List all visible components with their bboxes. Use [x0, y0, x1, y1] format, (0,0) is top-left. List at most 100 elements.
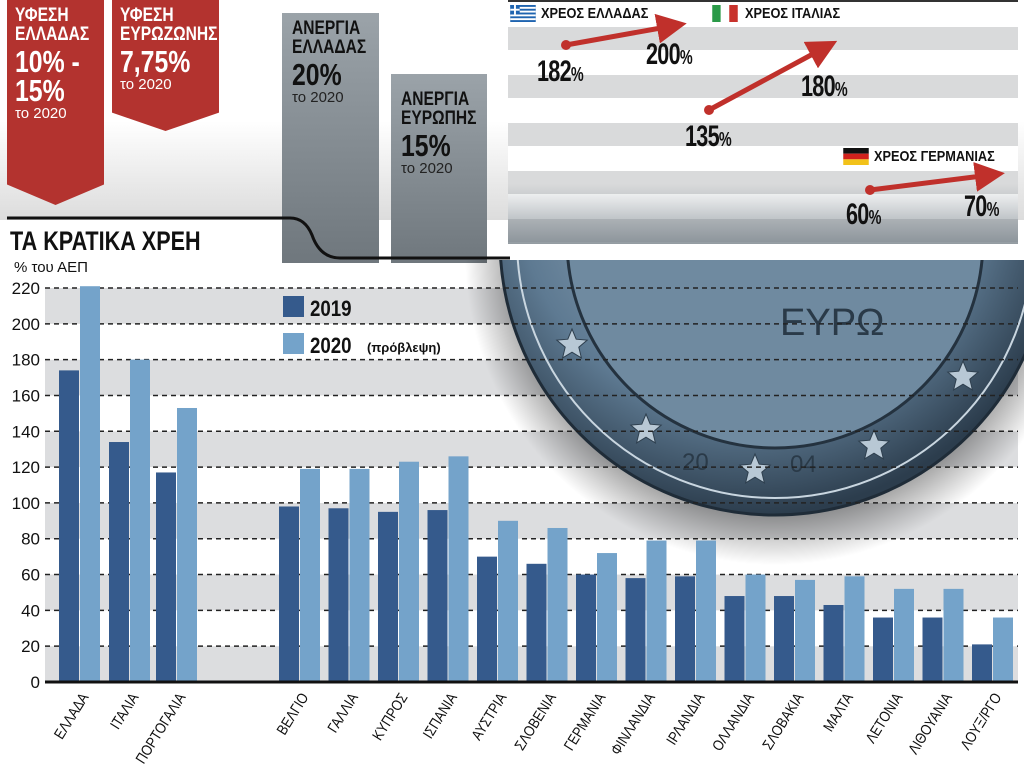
y-tick-labels: 0 20 40 60 80 100 120 140 160 180 200 220 [12, 279, 40, 692]
percent: % [718, 129, 732, 151]
bar-2020 [399, 461, 419, 682]
value: 70 [964, 190, 987, 223]
box-label: ΑΝΕΡΓΙΑ [292, 18, 361, 39]
value: 60 [846, 198, 869, 231]
y-tick-label: 20 [21, 637, 40, 656]
ribbon-label: ΥΦΕΣΗ [120, 5, 174, 26]
chart-title: ΤΑ ΚΡΑΤΙΚΑ ΧΡΕΗ [10, 226, 201, 256]
bar-2019 [279, 506, 299, 682]
bar-2019 [972, 644, 992, 682]
y-tick-label: 120 [12, 458, 40, 477]
italy-flag-icon [712, 5, 738, 22]
box-label: ΕΛΛΑΔΑΣ [292, 37, 367, 58]
bar-2020 [547, 527, 568, 682]
coin-star-icon [738, 452, 772, 484]
coin-inner [566, 260, 984, 450]
debt-label-italy: ΧΡΕΟΣ ΙΤΑΛΙΑΣ [745, 5, 841, 22]
value: 200 [646, 38, 681, 71]
bar-2020 [597, 553, 617, 682]
ribbon-note: το 2020 [15, 105, 67, 122]
x-tick-label: ΑΥΣΤΡΙΑ [467, 689, 510, 743]
value: 182 [537, 55, 572, 88]
svg-text:20: 20 [682, 449, 709, 476]
bars [59, 286, 1013, 682]
percent: % [868, 207, 882, 229]
debt-arrows [561, 13, 1005, 195]
bar-2019 [774, 596, 794, 682]
percent: % [679, 47, 693, 69]
debt-value-italy-2019: 135% [685, 120, 732, 154]
bar-2020 [943, 588, 964, 682]
bar-2020 [300, 468, 320, 682]
ribbon-value: 7,75% [120, 44, 191, 79]
legend-label-2020: 2020 [310, 335, 352, 359]
debt-value-italy-2020: 180% [801, 70, 848, 104]
coin-star-icon [555, 327, 589, 359]
coin-star-icon [857, 428, 891, 460]
legend: 2019 2020 (πρόβλεψη) [283, 296, 441, 358]
coin-star-icon [629, 412, 663, 444]
debt-label-germany: ΧΡΕΟΣ ΓΕΡΜΑΝΙΑΣ [874, 148, 995, 165]
box-note: το 2020 [292, 89, 344, 106]
x-tick-label: ΛΟΥΞ/ΡΓΟ [956, 689, 1004, 752]
legend-swatch-2019 [283, 296, 304, 317]
bar-2020 [448, 456, 469, 682]
debt-panel [508, 0, 1018, 244]
legend-label-2019: 2019 [310, 298, 352, 322]
value: 180 [801, 70, 836, 103]
recession-greece-ribbon: ΥΦΕΣΗ ΕΛΛΑΔΑΣ 10% - 15% το 2020 [7, 0, 104, 205]
bar-2019 [823, 604, 844, 682]
percent: % [834, 79, 848, 101]
bar-2020 [177, 407, 197, 682]
unemployment-greece-box: ΑΝΕΡΓΙΑ ΕΛΛΑΔΑΣ 20% το 2020 [282, 13, 379, 263]
box-label: ΑΝΕΡΓΙΑ [401, 89, 470, 110]
bar-2019 [675, 576, 695, 682]
coin-star-icon [946, 359, 980, 391]
debt-value-greece-2019: 182% [537, 55, 584, 89]
bar-2019 [109, 442, 129, 682]
bar-2020 [349, 468, 370, 682]
percent: % [570, 64, 584, 86]
x-tick-label: ΛΕΤΟΝΙΑ [862, 689, 906, 746]
debt-value-greece-2020: 200% [646, 38, 693, 72]
recession-eurozone-ribbon: ΥΦΕΣΗ ΕΥΡΩΖΩΝΗΣ 7,75% το 2020 [112, 0, 219, 131]
bar-2019 [328, 508, 349, 682]
bar-2020 [745, 574, 766, 682]
debt-value-germany-2019: 60% [846, 198, 881, 232]
y-tick-label: 180 [12, 351, 40, 370]
x-tick-label: ΙΤΑΛΙΑ [106, 689, 142, 732]
bar-2019 [156, 472, 176, 682]
bar-2020 [646, 540, 667, 682]
x-tick-label: ΙΡΛΑΝΔΙΑ [662, 689, 708, 748]
arrow-greece [561, 13, 687, 50]
bar-2020 [696, 540, 716, 682]
x-tick-label: ΒΕΛΓΙΟ [273, 689, 312, 737]
bar-2019 [477, 556, 497, 682]
ribbon-label: ΕΛΛΑΔΑΣ [15, 24, 90, 45]
y-tick-label: 140 [12, 422, 40, 441]
bar-2019 [526, 563, 547, 682]
y-tick-label: 0 [31, 673, 40, 692]
x-tick-label: ΓΕΡΜΑΝΙΑ [560, 689, 609, 753]
y-tick-label: 100 [12, 494, 40, 513]
bar-2019 [59, 370, 79, 682]
ribbon-value: 15% [15, 73, 65, 108]
svg-text:04: 04 [790, 451, 817, 478]
bar-2019 [625, 578, 646, 682]
x-tick-label: ΜΑΛΤΑ [819, 689, 856, 734]
x-tick-label: ΣΛΟΒΑΚΙΑ [758, 689, 807, 753]
arrow-italy [704, 40, 838, 115]
bar-2020 [130, 359, 150, 682]
legend-swatch-2020 [283, 333, 304, 354]
x-tick-label: ΙΣΠΑΝΙΑ [419, 689, 461, 741]
bar-2019 [922, 617, 943, 682]
y-tick-label: 160 [12, 386, 40, 405]
box-note: το 2020 [401, 160, 453, 177]
box-label: ΕΥΡΩΠΗΣ [401, 108, 477, 129]
unemployment-europe-box: ΑΝΕΡΓΙΑ ΕΥΡΩΠΗΣ 15% το 2020 [391, 74, 487, 263]
x-tick-label: ΦΙΝΛΑΝΔΙΑ [607, 689, 659, 758]
box-value: 15% [401, 128, 451, 163]
value: 135 [685, 120, 720, 153]
